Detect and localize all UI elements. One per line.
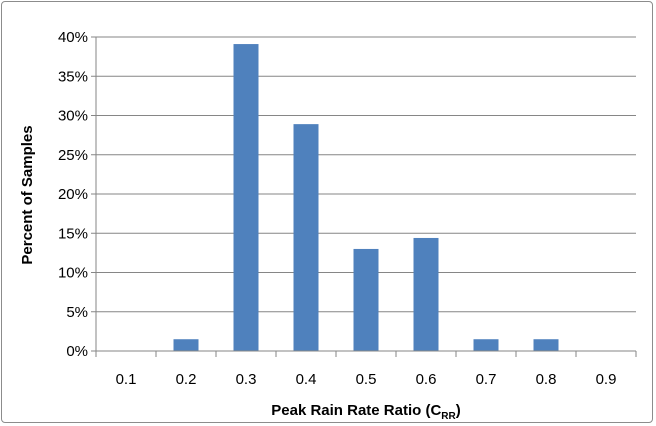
- x-tick-label: 0.2: [176, 371, 197, 388]
- x-tick-label: 0.3: [236, 371, 257, 388]
- y-tick-label: 40%: [58, 29, 88, 46]
- y-tick-labels: 0% 5% 10% 15% 20% 25% 30% 35% 40%: [58, 29, 88, 360]
- bar: [413, 237, 439, 351]
- axes: [95, 37, 637, 357]
- y-axis-title: Percent of Samples: [19, 125, 36, 264]
- y-tick-label: 10%: [58, 265, 88, 282]
- bars: [173, 44, 559, 351]
- x-tick-label: 0.5: [356, 371, 377, 388]
- bar: [353, 248, 379, 351]
- y-tick-label: 30%: [58, 108, 88, 125]
- x-axis-title: Peak Rain Rate Ratio (CRR): [271, 402, 461, 422]
- y-tick-label: 5%: [66, 304, 88, 321]
- x-tick-label: 0.8: [536, 371, 557, 388]
- y-tick-label: 20%: [58, 186, 88, 203]
- x-axis-title-subscript: RR: [441, 411, 456, 422]
- y-tick-label: 25%: [58, 147, 88, 164]
- x-axis-title-suffix: ): [456, 402, 461, 419]
- bar: [233, 44, 259, 351]
- y-tick-label: 35%: [58, 68, 88, 85]
- bar: [293, 124, 319, 351]
- y-tick-label: 0%: [66, 343, 88, 360]
- x-tick-labels: 0.1 0.2 0.3 0.4 0.5 0.6 0.7 0.8 0.9: [116, 371, 617, 388]
- x-axis-title-main: Peak Rain Rate Ratio (C: [271, 402, 441, 419]
- x-tick-label: 0.4: [296, 371, 317, 388]
- x-tick-label: 0.7: [476, 371, 497, 388]
- bar: [173, 339, 199, 351]
- y-tick-label: 15%: [58, 225, 88, 242]
- gridlines: [91, 36, 636, 352]
- x-tick-label: 0.6: [416, 371, 437, 388]
- bar: [533, 339, 559, 351]
- x-tick-label: 0.9: [596, 371, 617, 388]
- x-tick-label: 0.1: [116, 371, 137, 388]
- bar: [473, 339, 499, 351]
